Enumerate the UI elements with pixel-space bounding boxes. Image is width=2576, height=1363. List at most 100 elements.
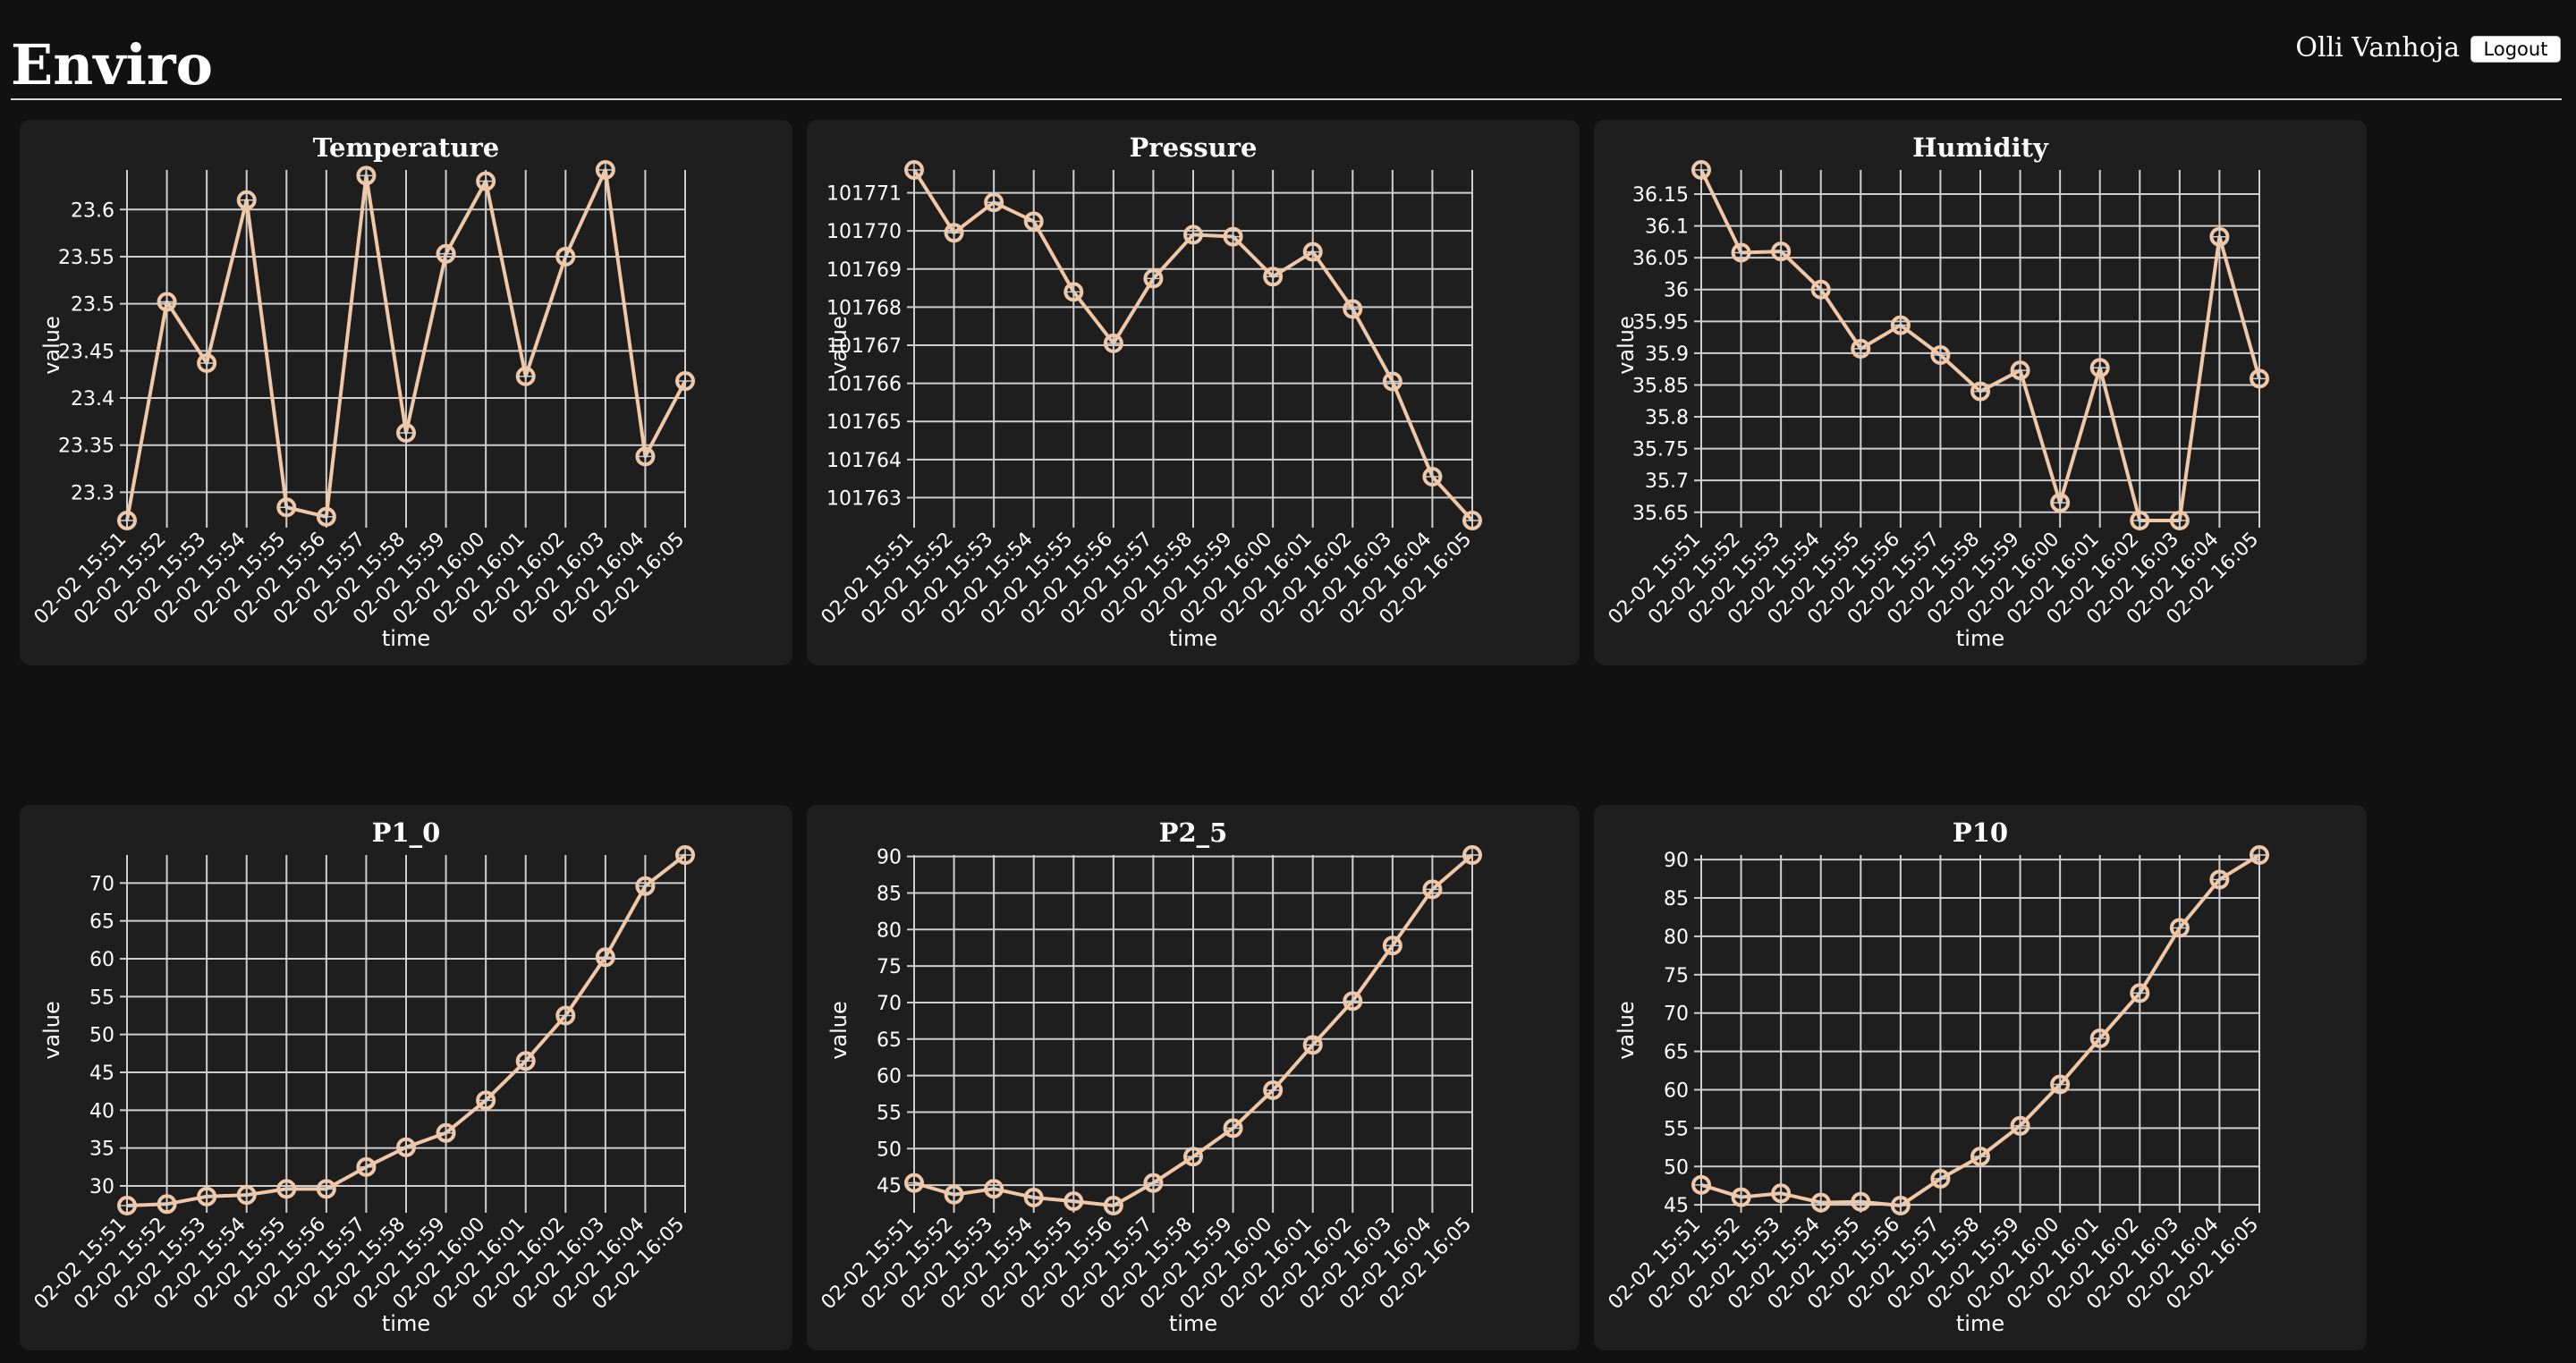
y-tick-label: 101763	[826, 487, 902, 510]
data-point	[1103, 333, 1123, 353]
y-tick-label: 30	[89, 1176, 114, 1198]
x-axis-label: time	[382, 1311, 430, 1336]
data-point	[675, 845, 695, 865]
data-point	[1422, 879, 1443, 900]
data-point	[1930, 1168, 1951, 1189]
y-tick-label: 55	[877, 1102, 902, 1124]
data-point	[476, 171, 496, 191]
data-point	[2250, 368, 2269, 389]
y-tick-label: 80	[1664, 927, 1689, 949]
data-point	[2010, 360, 2030, 381]
y-tick-label: 35.95	[1632, 311, 1689, 334]
y-tick-label: 50	[877, 1139, 902, 1161]
chart-card-humidity: Humidity 35.65 35.7 35.75 35.8 35.85 35.9 35.9…	[1594, 120, 2367, 665]
y-tick-label: 65	[89, 911, 114, 934]
y-axis-label: value	[39, 316, 64, 375]
y-tick-label: 35.75	[1632, 439, 1689, 461]
data-point	[436, 1122, 456, 1143]
data-point	[1063, 1191, 1084, 1212]
data-point	[1183, 224, 1203, 245]
data-point	[276, 1179, 297, 1199]
y-tick-label: 35	[89, 1139, 114, 1161]
data-point	[1771, 1183, 1792, 1204]
y-tick-label: 50	[89, 1025, 114, 1047]
data-point	[1422, 467, 1443, 487]
y-tick-label: 65	[877, 1029, 902, 1052]
y-tick-label: 55	[1664, 1118, 1689, 1140]
data-point	[436, 243, 456, 264]
data-point	[2250, 845, 2269, 865]
logout-button[interactable]: Logout	[2470, 36, 2561, 63]
y-tick-label: 65	[1664, 1042, 1689, 1064]
data-point	[1302, 241, 1323, 262]
data-point	[1930, 345, 1951, 366]
data-point	[515, 366, 536, 386]
y-axis-label: value	[1614, 316, 1639, 375]
data-point	[555, 1005, 576, 1026]
data-point	[1890, 1196, 1911, 1215]
data-point	[2010, 1115, 2030, 1136]
y-tick-label: 101765	[826, 411, 902, 434]
data-point	[197, 353, 217, 374]
data-point	[1382, 371, 1402, 392]
chart-title: P1_0	[371, 817, 441, 848]
data-point	[316, 506, 336, 527]
y-tick-label: 36	[1664, 280, 1689, 302]
chart-card-p1-0: P1_0 30 35 40 45 50 55 60 65 70 02-02 15:51 02-02 …	[20, 805, 792, 1350]
data-point	[1462, 845, 1482, 865]
data-point	[904, 1173, 924, 1193]
app-title: Enviro	[11, 32, 213, 97]
data-point	[2130, 511, 2150, 530]
data-point	[1263, 267, 1284, 287]
y-tick-label: 23.6	[71, 199, 114, 222]
data-point	[1810, 1192, 1831, 1213]
data-point	[1851, 338, 1871, 359]
data-point	[555, 246, 576, 267]
chart-title: Pressure	[1129, 132, 1258, 163]
data-point	[1970, 1147, 1990, 1167]
data-point	[2169, 511, 2190, 530]
pressure-chart: 101763 101764 101765 101766 101767 101768 1017…	[818, 160, 1482, 651]
y-tick-label: 35.8	[1645, 407, 1689, 429]
y-tick-label: 23.35	[58, 436, 114, 458]
y-tick-label: 36.05	[1632, 248, 1689, 270]
data-point	[1143, 1173, 1164, 1193]
y-tick-label: 55	[89, 986, 114, 1009]
y-tick-label: 45	[877, 1175, 902, 1198]
chart-card-temperature: Temperature 23.3 23.35 23.4 23.45 23.5 23.55 2…	[20, 120, 792, 665]
data-point	[1223, 1118, 1243, 1139]
chart-card-p2-5: P2_5 45 50 55 60 65 70 75 80 85 90 02-02 15:51 02-0…	[807, 805, 1580, 1350]
y-tick-label: 85	[877, 883, 902, 905]
data-point	[595, 947, 615, 968]
data-point	[2169, 918, 2190, 938]
data-point	[1731, 1187, 1751, 1207]
data-point	[2130, 983, 2150, 1003]
x-axis-label: time	[1169, 626, 1217, 651]
data-point	[635, 446, 656, 467]
y-tick-label: 80	[877, 919, 902, 942]
chart-title: P10	[1952, 817, 2009, 848]
data-point	[984, 192, 1004, 213]
y-tick-label: 45	[1664, 1195, 1689, 1217]
data-point	[117, 1196, 137, 1215]
chart-card-p10: P10 45 50 55 60 65 70 75 80 85 90 02-02 15:51 02-02…	[1594, 805, 2367, 1350]
y-tick-label: 23.3	[71, 482, 114, 504]
x-axis-label: time	[1169, 1311, 1217, 1336]
data-point	[1810, 279, 1831, 300]
data-point	[1302, 1035, 1323, 1055]
data-point	[356, 165, 377, 186]
data-point	[476, 1090, 496, 1111]
data-point	[1771, 241, 1792, 262]
y-tick-label: 40	[89, 1100, 114, 1122]
data-point	[595, 160, 615, 180]
humidity-chart: 35.65 35.7 35.75 35.8 35.85 35.9 35.95 36 36.05 3…	[1605, 160, 2269, 651]
y-tick-label: 70	[877, 993, 902, 1015]
y-tick-label: 36.1	[1645, 216, 1689, 239]
y-tick-label: 101766	[826, 374, 902, 396]
data-point	[1382, 935, 1402, 956]
data-point	[2209, 869, 2230, 890]
data-point	[356, 1156, 377, 1177]
data-point	[236, 190, 257, 210]
data-point	[2050, 493, 2071, 513]
